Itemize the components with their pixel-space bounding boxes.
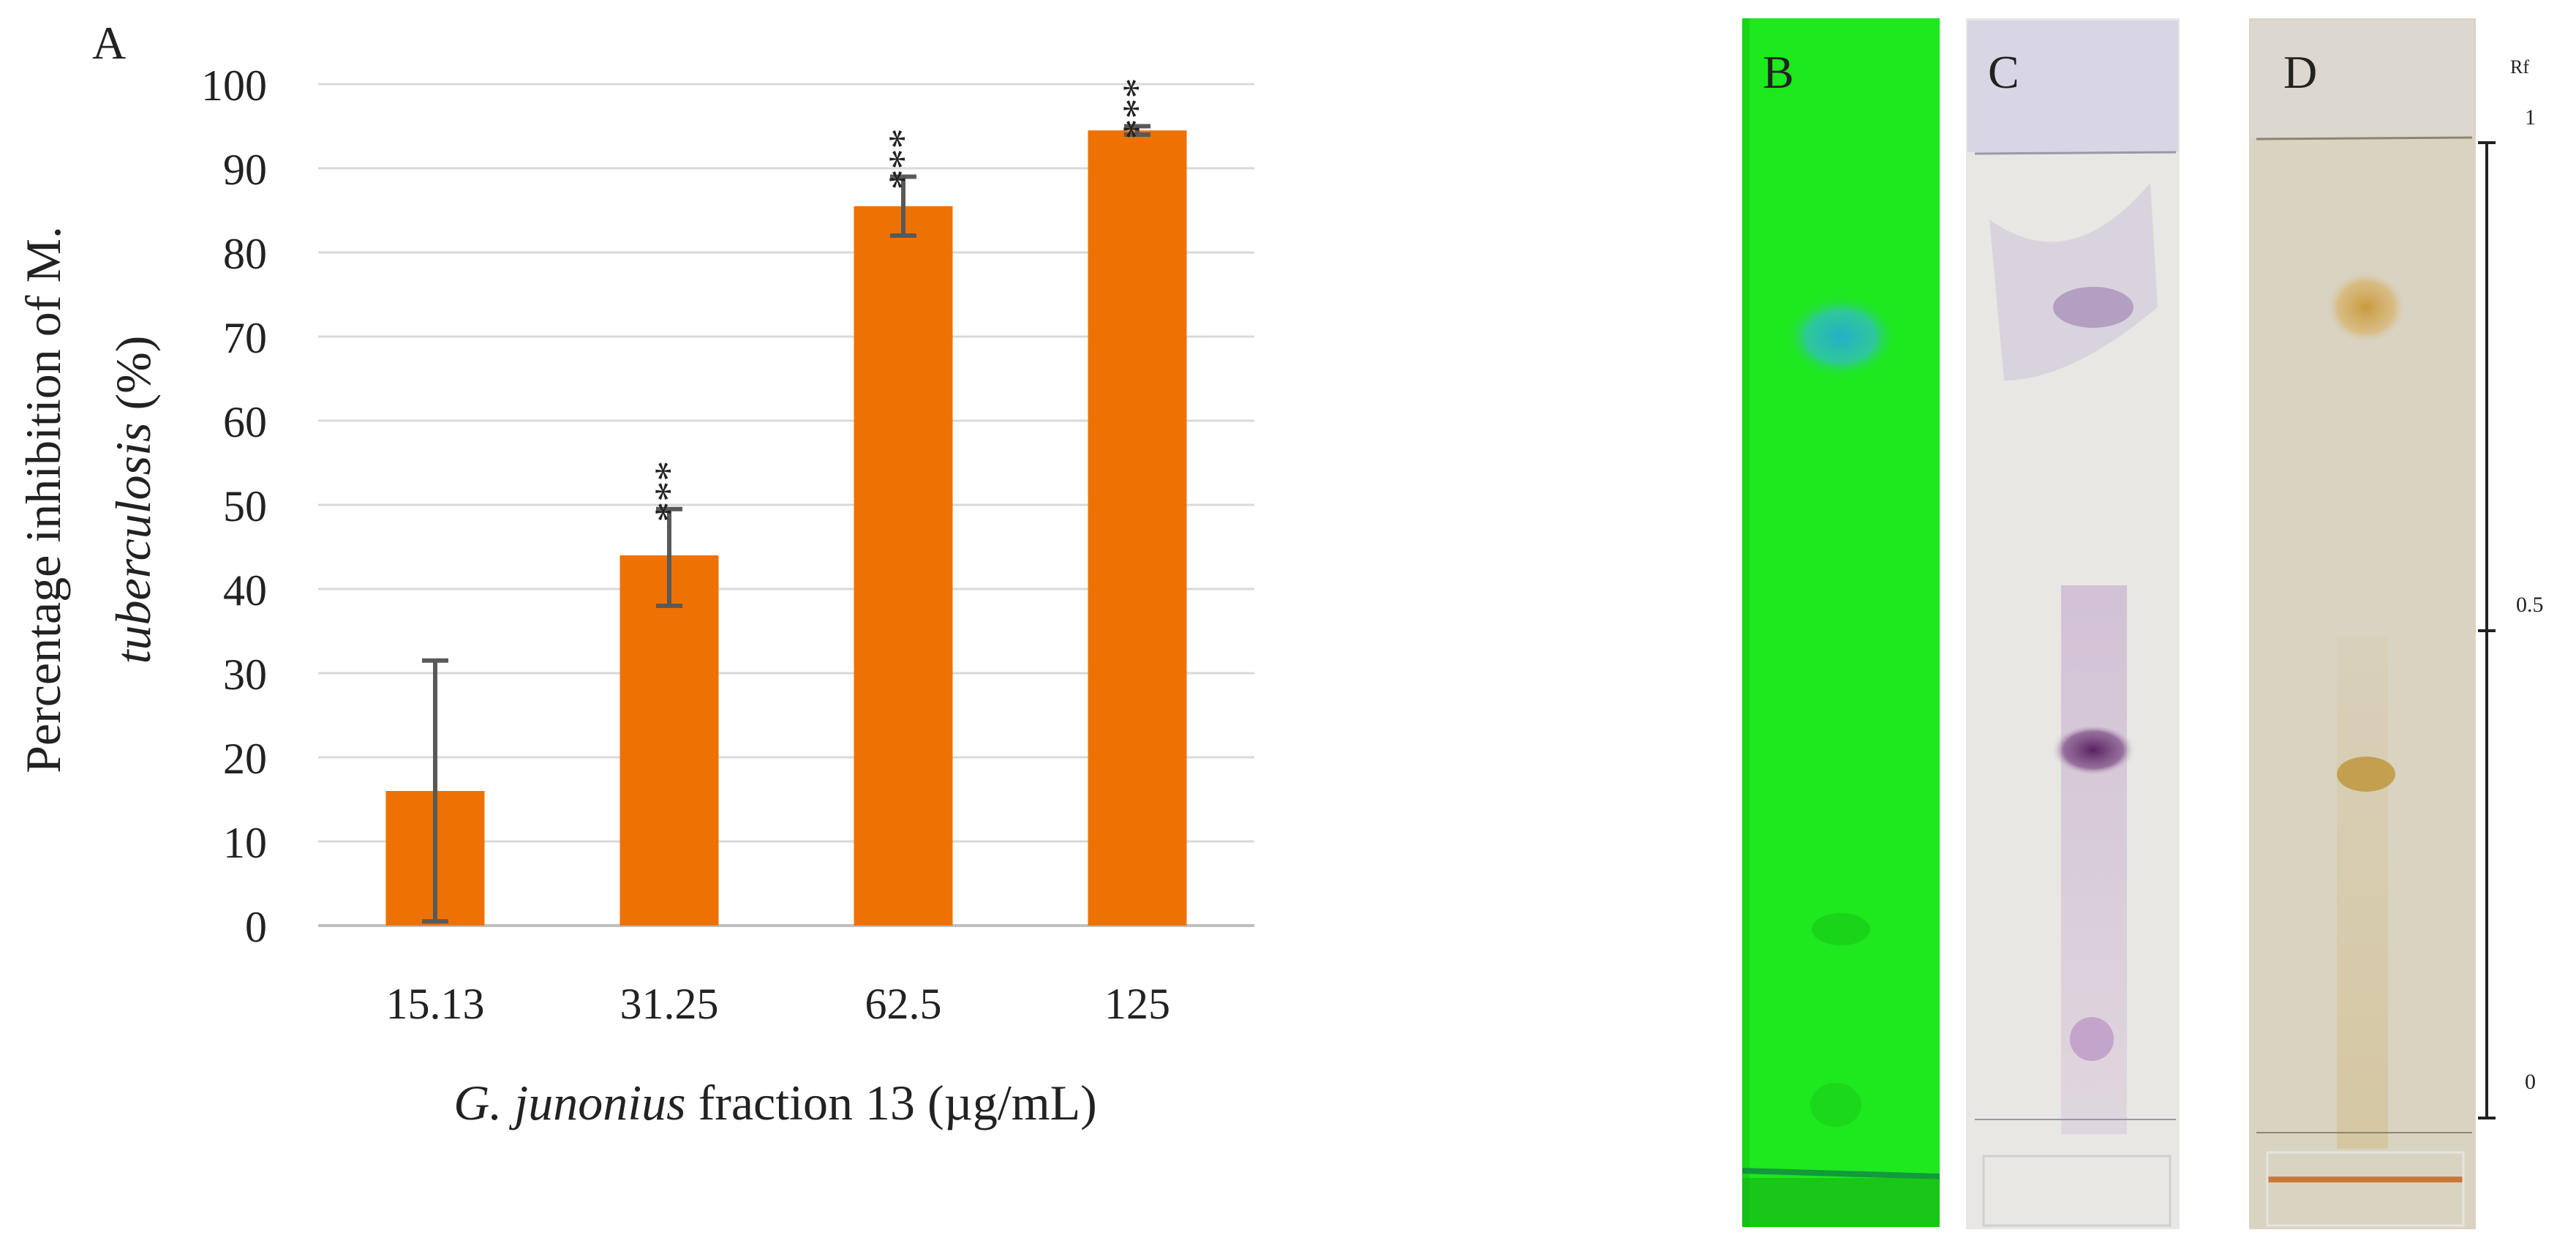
plate-b-faint-spot [1812,913,1870,945]
y-tick-label: 30 [223,650,267,699]
x-axis-label: G. junonius fraction 13 (µg/mL) [453,1075,1097,1130]
bar-chart: A 0 10 20 30 40 50 60 70 80 90 100 *** *** *** 15.13… [15,17,1254,1130]
bars [385,130,1187,926]
y-tick-label: 90 [223,146,267,194]
plate-b-origin-line [1741,1168,1940,1179]
plate-b-faint-spot [1810,1083,1861,1127]
y-tick-label: 50 [223,482,267,530]
rf-scale-title: Rf [2510,56,2529,78]
plate-c-smear [1989,183,2158,380]
significance-label: *** [1115,78,1160,140]
x-tick-label: 125 [1104,980,1170,1028]
plate-c-solvent-front-area [1967,20,2178,152]
plate-label-c: C [1988,46,2019,98]
y-tick-label: 40 [223,566,267,615]
x-tick-label: 62.5 [865,980,942,1028]
y-axis-label-line2: tuberculosis (%) [105,336,161,664]
y-tick-label: 10 [223,819,267,867]
y-axis-label: Percentage inhibition of M. [15,226,71,773]
significance-markers: *** *** *** [647,78,1160,522]
plate-d-spot [2326,271,2406,344]
y-tick-label: 0 [245,903,267,951]
y-tick-label: 20 [223,735,267,783]
plate-b-edge-shade [1742,18,1750,1227]
x-axis-ticks: 15.13 31.25 62.5 125 [386,980,1171,1028]
significance-label: *** [647,461,692,522]
plate-c-spot [2070,1017,2114,1061]
tlc-plate-d: D [2249,18,2476,1229]
plate-b-spot [1784,294,1898,379]
plate-d-front-line [2256,136,2473,140]
rf-tick-label-1: 1 [2525,105,2536,130]
plate-label-b: B [1763,46,1794,98]
rf-scale: Rf 1 0.5 0 [2478,56,2544,1119]
plate-label-d: D [2283,46,2317,98]
plate-c-spot [2053,287,2134,328]
bar [1088,130,1187,926]
rf-tick-label-05: 0.5 [2516,593,2544,617]
y-tick-label: 60 [223,398,267,446]
plate-d-top-strip [2251,20,2474,138]
plate-c-bottom-box [1982,1155,2172,1227]
y-tick-label: 80 [223,230,267,278]
tlc-plate-b: B [1741,18,1940,1227]
significance-label: *** [881,129,926,190]
y-tick-label: 100 [201,61,267,110]
plate-b-background [1742,18,1940,1227]
plate-b-bottom-shade [1742,1178,1940,1227]
rf-tick-label-0: 0 [2525,1070,2536,1094]
y-tick-label: 70 [223,314,267,362]
bar [854,206,953,926]
y-axis-ticks: 0 10 20 30 40 50 60 70 80 90 100 [201,61,267,951]
plate-c-front-line [1974,151,2177,155]
plate-d-bottom-box [2266,1151,2465,1227]
plate-d-streak [2337,637,2388,1149]
error-bars [422,124,1150,924]
tlc-plate-c: C [1966,18,2180,1229]
panel-label-a: A [92,17,126,69]
plate-d-spot [2337,757,2395,792]
bar [619,555,719,926]
x-tick-label: 15.13 [386,980,485,1028]
plate-c-spot [2051,724,2136,776]
x-tick-label: 31.25 [620,980,719,1028]
